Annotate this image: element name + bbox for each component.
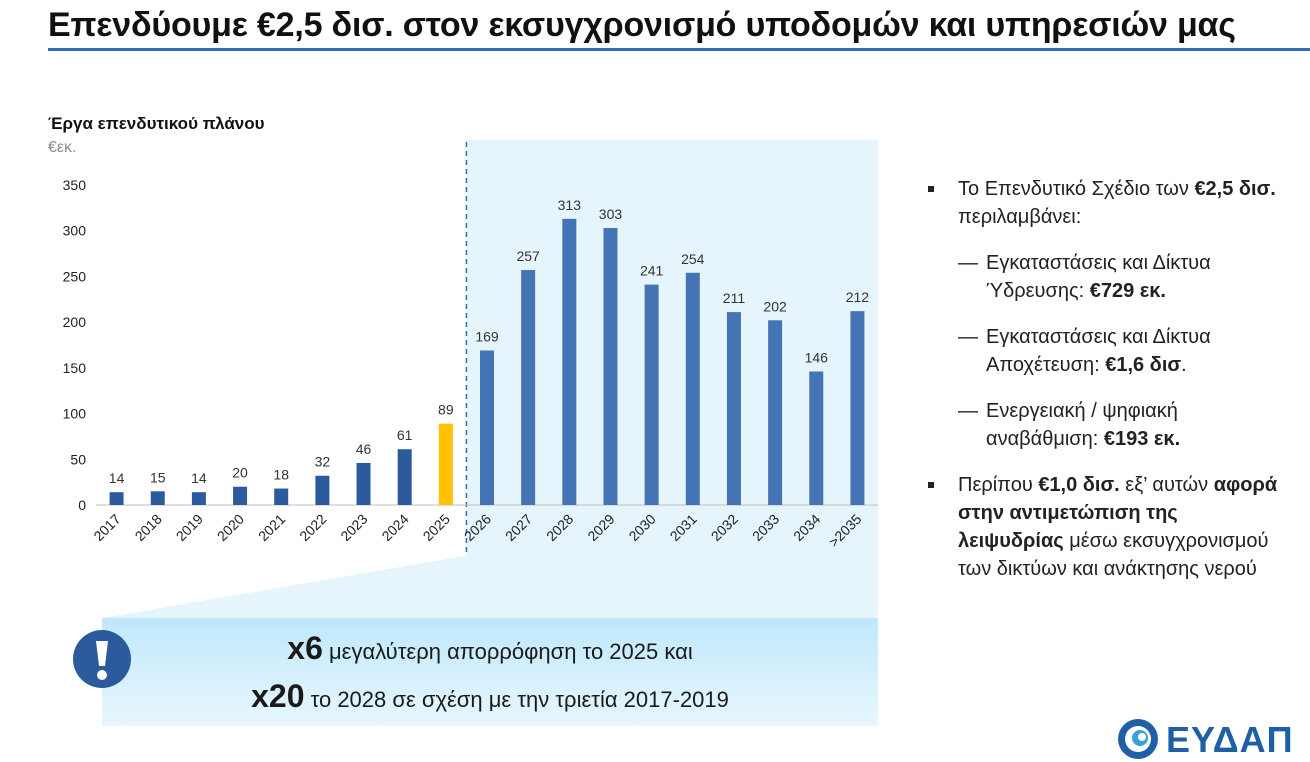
square-bullet-icon [928, 482, 934, 488]
x-tick-label-2017: 2017 [90, 511, 123, 544]
exclamation-icon [73, 630, 131, 688]
data-label-2021: 18 [273, 467, 289, 483]
data-label-2028: 313 [558, 197, 582, 213]
y-tick-label: 50 [70, 451, 86, 467]
data-label-2024: 61 [397, 427, 413, 443]
bar->2035 [850, 311, 865, 505]
bar-2026 [480, 350, 494, 505]
x-tick-label-2019: 2019 [173, 511, 206, 544]
data-label-2026: 169 [475, 328, 499, 344]
bar-2027 [521, 270, 536, 505]
y-tick-label: 0 [78, 497, 86, 513]
data-label-2033: 202 [763, 298, 787, 314]
bar-2031 [685, 272, 700, 505]
data-label->2035: 212 [846, 289, 870, 305]
y-tick-label: 150 [63, 360, 87, 376]
data-label-2019: 14 [191, 470, 207, 486]
bar-2022 [315, 475, 330, 505]
chart-unit: €εκ. [48, 139, 77, 156]
y-tick-label: 350 [63, 177, 87, 193]
x-tick-label-2024: 2024 [378, 511, 411, 544]
callout-line-2: x20 το 2028 σε σχέση με την τριετία 2017… [251, 678, 729, 714]
dash-bullet-icon: — [958, 252, 978, 274]
bar-2020 [233, 486, 248, 505]
bar-2018 [150, 491, 165, 505]
y-tick-label: 300 [63, 223, 87, 239]
bullet-list: Το Επενδυτικό Σχέδιο των €2,5 δισ. περιλ… [924, 175, 1284, 601]
x-tick-label-2025: 2025 [420, 511, 453, 544]
y-tick-label: 200 [63, 314, 87, 330]
data-label-2030: 241 [640, 263, 664, 279]
bar-2021 [274, 488, 289, 505]
bar-2029 [603, 227, 618, 505]
square-bullet-icon [928, 186, 934, 192]
y-tick-label: 250 [63, 268, 87, 284]
bar-2028 [562, 218, 577, 506]
bar-2025 [438, 423, 453, 505]
dash-bullet-icon: — [958, 400, 978, 422]
logo-swirl-icon [1118, 719, 1158, 759]
company-logo: ΕΥΔΑΠ [1116, 717, 1308, 761]
bar-2019 [191, 492, 206, 505]
x-tick-label-2022: 2022 [296, 511, 329, 544]
dash-bullet-icon: — [958, 326, 978, 348]
page-title: Επενδύουμε €2,5 δισ. στον εκσυγχρονισμό … [48, 6, 1236, 44]
bar-2024 [397, 449, 412, 505]
bar-2034 [809, 371, 824, 505]
data-label-2027: 257 [516, 248, 540, 264]
callout-line-1: x6 μεγαλύτερη απορρόφηση το 2025 και [287, 630, 693, 666]
data-label-2017: 14 [109, 470, 125, 486]
sub-bullet-energy-digital: — Ενεργειακή / ψηφιακή αναβάθμιση: €193 … [924, 397, 1284, 453]
data-label-2023: 46 [356, 441, 372, 457]
x-tick-label-2021: 2021 [255, 511, 288, 544]
sub-bullet-sewerage: — Εγκαταστάσεις και Δίκτυα Αποχέτευση: €… [924, 323, 1284, 379]
x-tick-label-2018: 2018 [132, 511, 165, 544]
chart-title: Έργα επενδυτικού πλάνου [48, 114, 265, 133]
data-label-2018: 15 [150, 469, 166, 485]
x-tick-label-2023: 2023 [337, 511, 370, 544]
bar-2030 [644, 284, 659, 505]
x-tick-label-2020: 2020 [214, 511, 247, 544]
bar-2032 [726, 312, 741, 505]
bar-2017 [109, 492, 124, 505]
data-label-2029: 303 [599, 206, 623, 222]
logo-text: ΕΥΔΑΠ [1166, 719, 1294, 760]
bar-2033 [768, 320, 783, 505]
data-label-2034: 146 [805, 350, 829, 366]
data-label-2025: 89 [438, 402, 454, 418]
sub-bullet-water-supply: — Εγκαταστάσεις και Δίκτυα Ύδρευσης: €72… [924, 249, 1284, 305]
data-label-2022: 32 [315, 454, 331, 470]
bullet-plan-summary: Το Επενδυτικό Σχέδιο των €2,5 δισ. περιλ… [924, 175, 1284, 231]
data-label-2020: 20 [232, 465, 248, 481]
y-tick-label: 100 [63, 406, 87, 422]
title-divider [48, 48, 1310, 51]
bullet-water-scarcity: Περίπου €1,0 δισ. εξ’ αυτών αφορά στην α… [924, 471, 1284, 583]
data-label-2032: 211 [723, 290, 746, 306]
bar-2023 [356, 462, 371, 505]
callout-box: x6 μεγαλύτερη απορρόφηση το 2025 και x20… [102, 618, 878, 726]
data-label-2031: 254 [681, 251, 705, 267]
